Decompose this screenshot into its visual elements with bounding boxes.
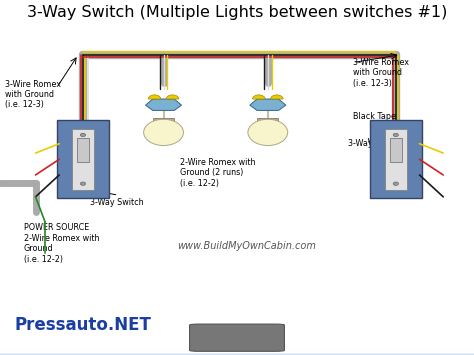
Bar — [0, 351, 474, 353]
Bar — [0, 353, 474, 355]
Polygon shape — [250, 99, 286, 110]
Text: 2-Wire Romex with
Ground (2 runs)
(i.e. 12-2): 2-Wire Romex with Ground (2 runs) (i.e. … — [180, 158, 255, 187]
Wedge shape — [148, 95, 161, 99]
FancyBboxPatch shape — [77, 138, 89, 162]
FancyBboxPatch shape — [390, 138, 402, 162]
Bar — [0, 352, 474, 355]
FancyBboxPatch shape — [190, 324, 284, 351]
Text: www.BuildMyOwnCabin.com: www.BuildMyOwnCabin.com — [177, 241, 316, 251]
Wedge shape — [271, 95, 283, 99]
Circle shape — [393, 133, 398, 137]
Text: Black Tape: Black Tape — [353, 113, 396, 121]
Bar — [0, 351, 474, 353]
Bar — [0, 352, 474, 354]
Circle shape — [144, 119, 183, 146]
Bar — [0, 350, 474, 353]
Circle shape — [80, 133, 85, 137]
Text: 3-Way Switch (Multiple Lights between switches #1): 3-Way Switch (Multiple Lights between sw… — [27, 5, 447, 20]
Bar — [0, 352, 474, 354]
Bar — [0, 353, 474, 355]
Bar — [0, 351, 474, 353]
FancyBboxPatch shape — [72, 129, 94, 190]
Text: POWER SOURCE
2-Wire Romex with
Ground
(i.e. 12-2): POWER SOURCE 2-Wire Romex with Ground (i… — [24, 223, 99, 263]
Bar — [0, 351, 474, 354]
Text: 3-Way Switch: 3-Way Switch — [90, 198, 144, 207]
Text: Back: Back — [228, 333, 246, 342]
FancyBboxPatch shape — [370, 120, 422, 198]
FancyBboxPatch shape — [385, 129, 407, 190]
Text: 3-Wire Romex
with Ground
(i.e. 12-3): 3-Wire Romex with Ground (i.e. 12-3) — [5, 80, 61, 109]
Text: 3-Wire Romex
with Ground
(i.e. 12-3): 3-Wire Romex with Ground (i.e. 12-3) — [353, 58, 409, 88]
FancyBboxPatch shape — [57, 120, 109, 198]
Polygon shape — [146, 99, 182, 110]
Bar — [0, 351, 474, 353]
Bar — [0, 351, 474, 353]
FancyBboxPatch shape — [257, 118, 278, 123]
Bar — [0, 353, 474, 355]
Bar — [0, 351, 474, 354]
Bar — [0, 351, 474, 354]
Wedge shape — [253, 95, 265, 99]
Circle shape — [80, 182, 85, 185]
Bar — [0, 351, 474, 354]
Circle shape — [248, 119, 288, 146]
Bar — [0, 352, 474, 354]
Text: 3-Way Switch: 3-Way Switch — [348, 139, 402, 148]
Bar — [0, 353, 474, 355]
Text: Pressauto.NET: Pressauto.NET — [14, 316, 151, 334]
Bar — [0, 352, 474, 354]
Bar — [0, 352, 474, 354]
Circle shape — [393, 182, 398, 185]
Wedge shape — [166, 95, 179, 99]
FancyBboxPatch shape — [153, 118, 174, 123]
